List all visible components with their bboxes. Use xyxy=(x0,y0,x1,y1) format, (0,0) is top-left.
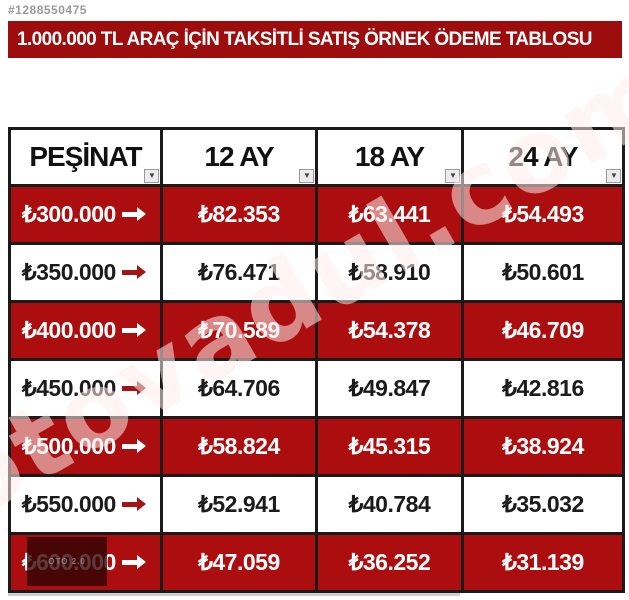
pesinat-value: ₺500.000 xyxy=(22,433,116,459)
right-arrow-icon xyxy=(122,555,146,569)
installment-cell[interactable]: ₺35.032 xyxy=(461,474,625,535)
installment-cell[interactable]: ₺47.059 xyxy=(160,532,318,593)
column-header-18ay[interactable]: 18 AY ▼ xyxy=(315,127,464,187)
installment-cell[interactable]: ₺54.493 xyxy=(461,184,625,245)
pesinat-cell[interactable]: ₺400.000 xyxy=(8,300,163,361)
installment-cell[interactable]: ₺82.353 xyxy=(160,184,318,245)
listing-id-watermark: #1288550475 xyxy=(8,3,87,17)
pesinat-value: ₺300.000 xyxy=(22,201,116,227)
installment-cell[interactable]: ₺36.252 xyxy=(315,532,464,593)
table-bottom-shadow xyxy=(8,593,460,596)
pesinat-cell[interactable]: ₺500.000 xyxy=(8,416,163,477)
title-banner: 1.000.000 TL ARAÇ İÇİN TAKSİTLİ SATIŞ ÖR… xyxy=(8,21,622,58)
installment-cell[interactable]: ₺52.941 xyxy=(160,474,318,535)
right-arrow-icon xyxy=(122,207,146,221)
pesinat-cell[interactable]: ₺300.000 xyxy=(8,184,163,245)
installment-cell[interactable]: ₺49.847 xyxy=(315,358,464,419)
table-row: ₺450.000 ₺64.706 ₺49.847 ₺42.816 xyxy=(8,358,625,419)
header-row: PEŞİNAT ▼ 12 AY ▼ 18 AY ▼ 24 AY ▼ xyxy=(8,127,625,187)
column-header-24ay[interactable]: 24 AY ▼ xyxy=(461,127,625,187)
installment-cell[interactable]: ₺45.315 xyxy=(315,416,464,477)
column-header-label: 18 AY xyxy=(354,141,425,172)
pesinat-cell[interactable]: ₺550.000 xyxy=(8,474,163,535)
right-arrow-icon xyxy=(122,265,146,279)
filter-dropdown-button[interactable]: ▼ xyxy=(606,169,621,183)
table-row: ₺550.000 ₺52.941 ₺40.784 ₺35.032 xyxy=(8,474,625,535)
column-header-12ay[interactable]: 12 AY ▼ xyxy=(160,127,318,187)
table-row: ₺600.000 ₺47.059 ₺36.252 ₺31.139 xyxy=(8,532,625,593)
page-title: 1.000.000 TL ARAÇ İÇİN TAKSİTLİ SATIŞ ÖR… xyxy=(17,29,593,50)
filter-dropdown-button[interactable]: ▼ xyxy=(144,169,159,183)
installment-cell[interactable]: ₺42.816 xyxy=(461,358,625,419)
filter-dropdown-button[interactable]: ▼ xyxy=(445,169,460,183)
right-arrow-icon xyxy=(122,497,146,511)
table-row: ₺350.000 ₺76.471 ₺58.910 ₺50.601 xyxy=(8,242,625,303)
payment-table: PEŞİNAT ▼ 12 AY ▼ 18 AY ▼ 24 AY ▼ ₺300.0… xyxy=(8,127,625,593)
installment-cell[interactable]: ₺31.139 xyxy=(461,532,625,593)
column-header-pesinat[interactable]: PEŞİNAT ▼ xyxy=(8,127,163,187)
column-header-label: PEŞİNAT xyxy=(29,141,142,172)
installment-cell[interactable]: ₺58.910 xyxy=(315,242,464,303)
installment-cell[interactable]: ₺40.784 xyxy=(315,474,464,535)
installment-cell[interactable]: ₺58.824 xyxy=(160,416,318,477)
table-row: ₺400.000 ₺70.589 ₺54.378 ₺46.709 xyxy=(8,300,625,361)
installment-cell[interactable]: ₺76.471 xyxy=(160,242,318,303)
pesinat-value: ₺400.000 xyxy=(22,317,116,343)
pesinat-value: ₺550.000 xyxy=(22,491,116,517)
pesinat-value: ₺350.000 xyxy=(22,259,116,285)
column-header-label: 24 AY xyxy=(508,141,578,172)
right-arrow-icon xyxy=(122,381,146,395)
pesinat-value: ₺600.000 xyxy=(22,549,116,575)
right-arrow-icon xyxy=(122,323,146,337)
right-arrow-icon xyxy=(122,439,146,453)
installment-cell[interactable]: ₺64.706 xyxy=(160,358,318,419)
installment-cell[interactable]: ₺50.601 xyxy=(461,242,625,303)
column-header-label: 12 AY xyxy=(204,141,274,172)
pesinat-cell[interactable]: ₺600.000 xyxy=(8,532,163,593)
installment-cell[interactable]: ₺70.589 xyxy=(160,300,318,361)
installment-cell[interactable]: ₺54.378 xyxy=(315,300,464,361)
table-row: ₺300.000 ₺82.353 ₺63.441 ₺54.493 xyxy=(8,184,625,245)
pesinat-cell[interactable]: ₺350.000 xyxy=(8,242,163,303)
table-row: ₺500.000 ₺58.824 ₺45.315 ₺38.924 xyxy=(8,416,625,477)
installment-cell[interactable]: ₺46.709 xyxy=(461,300,625,361)
installment-cell[interactable]: ₺63.441 xyxy=(315,184,464,245)
installment-cell[interactable]: ₺38.924 xyxy=(461,416,625,477)
pesinat-cell[interactable]: ₺450.000 xyxy=(8,358,163,419)
pesinat-value: ₺450.000 xyxy=(22,375,116,401)
filter-dropdown-button[interactable]: ▼ xyxy=(299,169,314,183)
